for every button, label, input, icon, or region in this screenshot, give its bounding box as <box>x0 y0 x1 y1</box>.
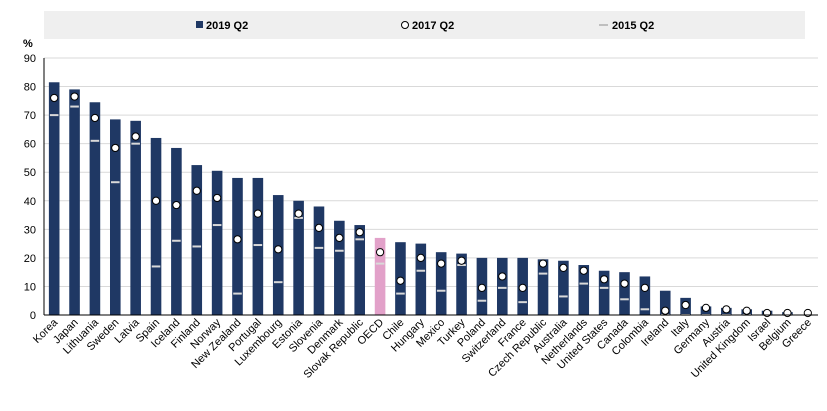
marker-2017-australia <box>559 263 568 272</box>
bar-2019-sweden <box>109 119 121 316</box>
marker-2017-latvia <box>131 132 140 141</box>
y-tick-90: 90 <box>24 53 36 65</box>
marker-2017-turkey <box>457 256 466 265</box>
markers-2015 <box>49 105 813 316</box>
bar-2019-norway <box>211 170 223 315</box>
bar-2019-australia <box>558 260 569 315</box>
bars-2019 <box>48 82 793 316</box>
bar-2019-czech-republic <box>537 259 549 315</box>
legend-label-2019: 2019 Q2 <box>206 20 248 32</box>
x-tick-labels: KoreaJapanLithuaniaSwedenLatviaSpainIcel… <box>31 316 814 381</box>
y-axis-unit-label: % <box>23 38 33 50</box>
y-tick-80: 80 <box>24 82 36 94</box>
bar-2019-switzerland <box>496 257 508 315</box>
bar-2019-korea <box>48 82 60 316</box>
marker-2017-iceland <box>172 200 181 210</box>
legend-swatch-2017-circle <box>401 21 409 29</box>
y-tick-50: 50 <box>24 167 36 179</box>
marker-2017-united-states <box>600 275 609 284</box>
marker-2017-lithuania <box>90 113 100 123</box>
bar-2019-slovenia <box>313 206 325 315</box>
marker-2017-estonia <box>294 209 303 218</box>
legend-item-2015: 2015 Q2 <box>599 20 654 32</box>
marker-2017-belgium <box>783 308 792 318</box>
marker-2017-switzerland <box>498 272 507 281</box>
bar-2019-united-states <box>598 270 610 315</box>
marker-2017-germany <box>701 303 711 312</box>
marker-2017-ireland <box>661 306 670 315</box>
bar-2019-new-zealand <box>232 177 243 315</box>
marker-2017-finland <box>192 186 201 195</box>
legend-item-2019: 2019 Q2 <box>196 20 248 32</box>
marker-2017-hungary <box>416 253 425 262</box>
marker-2017-united-kingdom <box>742 306 751 315</box>
marker-2017-chile <box>396 276 405 285</box>
y-tick-labels: 0 10 20 30 40 50 60 70 80 90 <box>24 53 36 322</box>
marker-2017-norway <box>213 193 222 203</box>
marker-2017-portugal <box>253 209 262 218</box>
marker-2017-poland <box>477 283 487 292</box>
y-tick-30: 30 <box>24 224 36 236</box>
bar-2019-turkey <box>456 253 467 315</box>
bar-2019-japan <box>69 89 80 316</box>
y-tick-10: 10 <box>24 281 36 293</box>
marker-2017-slovenia <box>314 223 324 233</box>
marker-2017-mexico <box>437 259 446 268</box>
bar-2019-luxembourg <box>272 195 284 315</box>
marker-2017-netherlands <box>579 266 588 275</box>
bar-2019-estonia <box>293 200 304 315</box>
markers-2017 <box>50 92 812 318</box>
bar-2019-slovak-republic <box>354 225 366 315</box>
y-tick-70: 70 <box>24 110 36 122</box>
y-tick-0: 0 <box>30 310 36 322</box>
legend-box <box>44 11 805 39</box>
marker-2017-luxembourg <box>274 245 283 254</box>
marker-2017-italy <box>681 300 690 310</box>
marker-2017-colombia <box>640 283 649 292</box>
marker-2017-denmark <box>335 233 344 242</box>
bar-2019-denmark <box>334 220 345 315</box>
marker-2017-czech-republic <box>538 259 548 268</box>
legend: 2019 Q2 2017 Q2 2015 Q2 <box>44 11 805 39</box>
marker-2017-oecd <box>375 248 385 257</box>
marker-2017-sweden <box>111 143 120 153</box>
legend-swatch-2019-bar <box>196 21 203 28</box>
bar-2019-latvia <box>130 120 141 315</box>
marker-2017-slovak-republic <box>355 228 364 237</box>
bar-2019-ireland <box>659 290 671 315</box>
marker-2017-greece <box>803 308 812 318</box>
bar-2019-lithuania <box>89 102 101 315</box>
marker-2017-korea <box>50 93 59 103</box>
legend-label-2015: 2015 Q2 <box>612 20 654 32</box>
marker-2017-france <box>518 283 527 292</box>
y-tick-60: 60 <box>24 139 36 151</box>
bar-2019-iceland <box>171 147 182 315</box>
marker-2017-austria <box>722 305 731 314</box>
y-tick-20: 20 <box>24 253 36 265</box>
bar-2019-oecd <box>374 237 386 315</box>
legend-item-2017: 2017 Q2 <box>401 20 454 32</box>
legend-label-2017: 2017 Q2 <box>412 20 454 32</box>
marker-2017-canada <box>620 279 629 288</box>
bar-2019-hungary <box>415 243 427 315</box>
bar-2019-canada <box>619 272 630 315</box>
y-tick-40: 40 <box>24 196 36 208</box>
bar-2019-mexico <box>435 252 447 315</box>
marker-2017-israel <box>762 308 772 318</box>
marker-2017-new-zealand <box>233 235 242 244</box>
bar-2019-portugal <box>252 177 264 315</box>
marker-2017-japan <box>70 92 79 101</box>
bar-2019-colombia <box>639 276 651 315</box>
marker-2017-spain <box>151 196 161 205</box>
bar-2019-spain <box>150 137 162 315</box>
bar-2019-netherlands <box>578 265 590 315</box>
bar-2019-finland <box>191 165 203 315</box>
